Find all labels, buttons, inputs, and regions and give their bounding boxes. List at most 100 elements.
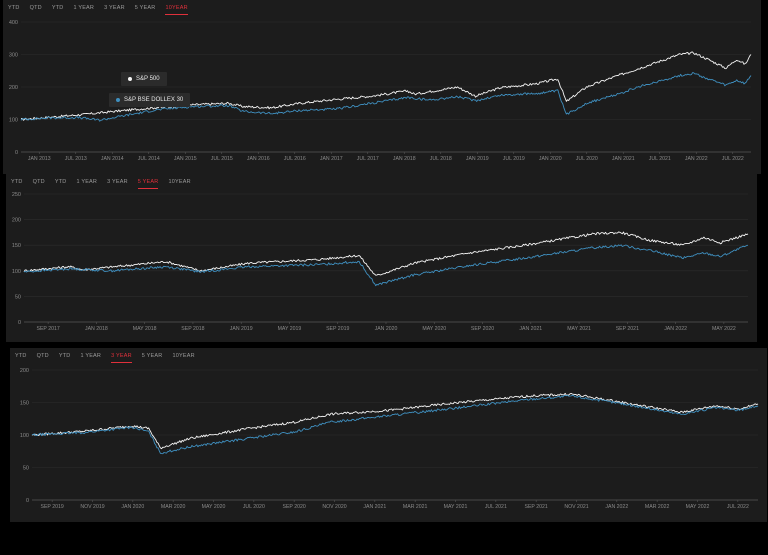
tooltip-bse: S&P BSE DOLLEX 30 [109,93,191,107]
x-tick-label: JAN 2014 [101,156,124,162]
x-tick-label: MAY 2019 [278,326,302,332]
x-tick-label: JAN 2022 [605,504,628,510]
y-tick-label: 150 [20,401,29,407]
x-tick-label: JAN 2020 [121,504,144,510]
x-tick-label: JAN 2013 [28,156,51,162]
tab-10year[interactable]: 10YEAR [172,353,195,359]
x-tick-label: JUL 2019 [503,156,525,162]
x-tick-label: MAY 2020 [202,504,226,510]
x-tick-label: JUL 2020 [576,156,598,162]
series-line-sp500 [31,392,759,450]
series-line-sp500 [20,51,752,121]
x-tick-label: MAR 2022 [645,504,670,510]
x-tick-label: JUL 2018 [430,156,452,162]
x-tick-label: JUL 2017 [357,156,379,162]
tab-3year[interactable]: 3 YEAR [107,179,128,185]
line-chart[interactable]: 0 50 100 150 200 SEP 2019 NOV 2019 JAN 2020 MAR … [10,348,767,522]
x-tick-label: SEP 2019 [326,326,349,332]
tab-ytd[interactable]: YTD [15,353,27,359]
tab-3year[interactable]: 3 YEAR [111,353,132,363]
y-tick-label: 0 [18,320,21,326]
x-tick-label: JUL 2015 [211,156,233,162]
x-tick-label: SEP 2018 [181,326,204,332]
x-tick-label: MAY 2018 [133,326,157,332]
x-tick-label: JAN 2016 [247,156,270,162]
tab-1year[interactable]: 1 YEAR [73,5,95,11]
tab-ytd-2[interactable]: YTD [51,5,64,11]
x-tick-label: JUL 2014 [138,156,160,162]
y-tick-label: 0 [15,150,18,156]
period-tabs: YTD QTD YTD 1 YEAR 3 YEAR 5 YEAR 10YEAR [8,5,198,15]
tab-ytd[interactable]: YTD [11,179,23,185]
tooltip-sp500-label: S&P 500 [136,76,160,82]
line-chart[interactable]: 0 50 100 150 200 250 SEP 2017 JAN 2018 MAY 2018 S… [6,174,757,342]
tab-5year[interactable]: 5 YEAR [141,353,163,359]
y-tick-label: 200 [12,218,21,224]
tooltip-sp500: S&P 500 [121,72,167,86]
x-tick-label: JAN 2018 [393,156,416,162]
x-tick-label: JUL 2020 [243,504,265,510]
x-tick-label: MAR 2020 [161,504,186,510]
x-tick-label: SEP 2021 [616,326,639,332]
tooltip-bse-label: S&P BSE DOLLEX 30 [124,97,184,103]
x-tick-label: NOV 2019 [80,504,104,510]
x-tick-label: JUL 2021 [485,504,507,510]
y-tick-label: 100 [9,118,18,124]
x-tick-label: MAR 2021 [403,504,428,510]
bse-dot-icon [116,98,120,102]
tab-10year[interactable]: 10YEAR [165,5,188,15]
y-tick-label: 250 [12,192,21,198]
tab-ytd[interactable]: YTD [8,5,20,11]
tab-3year[interactable]: 3 YEAR [104,5,125,11]
x-tick-label: JAN 2020 [539,156,562,162]
x-tick-label: MAY 2021 [567,326,591,332]
period-tabs: YTD QTD YTD 1 YEAR 3 YEAR 5 YEAR 10YEAR [11,179,201,189]
tab-10year[interactable]: 10YEAR [168,179,191,185]
tab-qtd[interactable]: QTD [29,5,42,11]
x-tick-label: JUL 2021 [649,156,671,162]
period-tabs: YTD QTD YTD 1 YEAR 3 YEAR 5 YEAR 10YEAR [15,353,205,363]
tab-1year[interactable]: 1 YEAR [76,179,98,185]
y-tick-label: 100 [12,269,21,275]
series-line-sp500 [23,231,749,276]
x-tick-label: MAY 2022 [686,504,710,510]
chart-panel-5year: YTD QTD YTD 1 YEAR 3 YEAR 5 YEAR 10YEAR … [6,174,757,342]
x-tick-label: JUL 2013 [65,156,87,162]
x-tick-label: SEP 2020 [471,326,494,332]
x-tick-label: NOV 2020 [322,504,346,510]
x-tick-label: MAY 2021 [444,504,468,510]
y-tick-label: 200 [9,85,18,91]
x-tick-label: JUL 2022 [722,156,744,162]
x-tick-label: SEP 2019 [41,504,64,510]
tab-qtd[interactable]: QTD [32,179,45,185]
x-tick-label: JAN 2019 [230,326,253,332]
x-tick-label: JAN 2021 [519,326,542,332]
x-tick-label: JAN 2017 [320,156,343,162]
x-tick-label: JAN 2022 [664,326,687,332]
y-tick-label: 400 [9,20,18,26]
x-tick-label: JAN 2020 [375,326,398,332]
tab-5year[interactable]: 5 YEAR [134,5,156,11]
line-chart[interactable]: 0 100 200 300 400 JAN 2013 JUL 2013 JAN 2014 JUL… [3,0,761,174]
x-tick-label: JAN 2019 [466,156,489,162]
tab-ytd-2[interactable]: YTD [54,179,67,185]
x-tick-label: SEP 2021 [525,504,548,510]
y-tick-label: 50 [23,466,29,472]
tab-qtd[interactable]: QTD [36,353,49,359]
x-tick-label: JAN 2021 [612,156,635,162]
x-tick-label: JAN 2018 [85,326,108,332]
series-line-bse-dollex30 [20,72,752,122]
tab-5year[interactable]: 5 YEAR [137,179,159,189]
x-tick-label: JAN 2015 [174,156,197,162]
y-tick-label: 50 [15,294,21,300]
x-tick-label: JAN 2022 [685,156,708,162]
series-line-bse-dollex30 [32,394,759,455]
y-tick-label: 150 [12,243,21,249]
tab-1year[interactable]: 1 YEAR [80,353,102,359]
y-tick-label: 300 [9,53,18,59]
tab-ytd-2[interactable]: YTD [58,353,71,359]
chart-panel-3year: YTD QTD YTD 1 YEAR 3 YEAR 5 YEAR 10YEAR … [10,348,767,522]
x-tick-label: MAY 2020 [422,326,446,332]
x-tick-label: JUL 2016 [284,156,306,162]
y-tick-label: 100 [20,433,29,439]
